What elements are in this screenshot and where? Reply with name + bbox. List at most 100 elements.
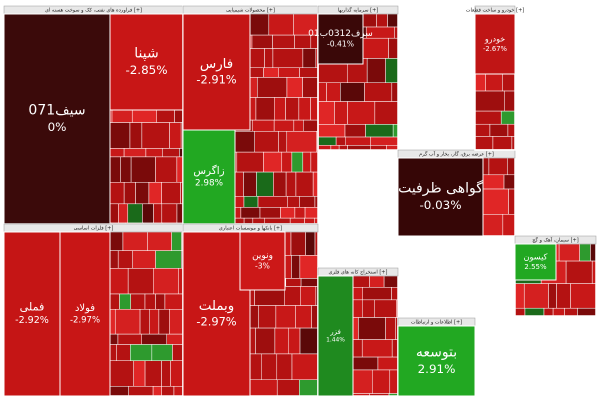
small-tile bbox=[123, 182, 136, 205]
small-tile bbox=[385, 58, 399, 83]
small-tile bbox=[523, 283, 549, 309]
small-tile bbox=[305, 231, 316, 256]
small-tile bbox=[236, 151, 264, 173]
small-tile bbox=[268, 13, 294, 36]
tile-change: 2.55% bbox=[524, 263, 547, 271]
small-tile bbox=[299, 327, 319, 355]
small-tile bbox=[243, 217, 254, 225]
sector-title: اطلاعات و ارتباطات [+] bbox=[411, 320, 462, 326]
small-tile bbox=[492, 136, 513, 151]
tile bbox=[474, 13, 516, 75]
small-tile bbox=[285, 171, 297, 197]
small-tile bbox=[251, 119, 275, 132]
sector-title: خودرو و ساخت قطعات [+] bbox=[466, 8, 524, 14]
small-tile bbox=[303, 119, 319, 132]
small-tile bbox=[285, 278, 302, 287]
small-tile bbox=[361, 339, 393, 358]
small-tile bbox=[151, 344, 173, 361]
small-tile bbox=[135, 182, 150, 205]
small-tile bbox=[489, 123, 509, 137]
small-tile bbox=[142, 203, 154, 224]
small-tile bbox=[291, 353, 319, 381]
small-tile bbox=[474, 136, 494, 151]
small-tile bbox=[577, 307, 597, 317]
small-tile bbox=[502, 72, 516, 92]
small-tile bbox=[507, 123, 516, 137]
small-tile bbox=[299, 379, 319, 397]
small-tile bbox=[256, 171, 274, 197]
small-tile bbox=[304, 217, 315, 225]
tile-name: بتوسعه bbox=[416, 345, 457, 361]
tile bbox=[182, 129, 236, 225]
sector-title: استخراج کانه های فلزی [+] bbox=[329, 270, 388, 276]
small-tile bbox=[272, 48, 304, 68]
small-tile bbox=[285, 97, 300, 121]
sector-title: بانکها و موسسات اعتباری [+] bbox=[219, 226, 282, 232]
small-tile bbox=[391, 287, 399, 301]
small-tile bbox=[302, 151, 312, 173]
tile-change: -2.97% bbox=[196, 315, 236, 329]
small-tile bbox=[176, 156, 184, 183]
small-tile bbox=[263, 151, 283, 173]
small-tile bbox=[504, 90, 516, 112]
small-tile bbox=[155, 250, 182, 269]
small-tile bbox=[141, 333, 167, 345]
tile bbox=[397, 157, 484, 237]
small-tile bbox=[133, 360, 146, 387]
small-tile bbox=[300, 278, 319, 287]
small-tile bbox=[264, 48, 274, 68]
small-tile bbox=[286, 77, 303, 98]
small-tile bbox=[130, 293, 146, 310]
small-tile bbox=[272, 34, 295, 49]
small-tile bbox=[123, 148, 147, 158]
tile-name: فولاد bbox=[75, 303, 95, 314]
small-tile bbox=[590, 243, 597, 262]
tile-name: فارس bbox=[200, 57, 233, 72]
small-tile bbox=[362, 287, 392, 301]
small-tile bbox=[130, 156, 156, 183]
small-tile bbox=[474, 123, 491, 137]
tile bbox=[109, 13, 184, 111]
small-tile bbox=[288, 327, 301, 355]
small-tile bbox=[485, 72, 503, 92]
tile-name: وبملت bbox=[199, 299, 235, 314]
small-tile bbox=[281, 151, 293, 173]
small-tile bbox=[176, 203, 184, 224]
small-tile bbox=[120, 156, 132, 183]
small-tile bbox=[570, 283, 597, 309]
small-tile bbox=[345, 136, 371, 146]
small-tile bbox=[524, 307, 545, 317]
tile-change: -3% bbox=[255, 261, 270, 270]
small-tile bbox=[286, 131, 317, 153]
small-tile bbox=[171, 231, 182, 251]
small-tile bbox=[317, 82, 327, 102]
small-tile bbox=[258, 305, 277, 329]
small-tile bbox=[153, 203, 163, 224]
small-tile bbox=[152, 386, 162, 397]
small-tile bbox=[311, 305, 319, 329]
small-tile bbox=[287, 196, 300, 208]
small-tile bbox=[276, 353, 293, 381]
small-tile bbox=[300, 286, 317, 306]
small-tile bbox=[514, 307, 526, 317]
small-tile bbox=[299, 67, 319, 78]
small-tile bbox=[334, 101, 348, 125]
tile bbox=[59, 231, 111, 397]
small-tile bbox=[161, 386, 175, 397]
small-tile bbox=[474, 110, 502, 125]
small-tile bbox=[344, 124, 366, 138]
tile-change: -0.03% bbox=[419, 198, 461, 212]
small-tile bbox=[383, 275, 399, 288]
small-tile bbox=[365, 124, 394, 138]
small-tile bbox=[161, 360, 171, 387]
small-tile bbox=[556, 283, 571, 309]
small-tile bbox=[172, 344, 184, 361]
small-tile bbox=[317, 136, 337, 146]
small-tile bbox=[128, 386, 154, 397]
sector-title: سیمان، آهک و گچ [+] bbox=[532, 237, 578, 244]
small-tile bbox=[552, 307, 565, 317]
small-tile bbox=[252, 217, 265, 225]
sector-title: فراورده های نفتی، کک و سوخت هسته ای [+] bbox=[45, 8, 142, 14]
small-tile bbox=[257, 196, 288, 208]
small-tile bbox=[474, 90, 505, 112]
